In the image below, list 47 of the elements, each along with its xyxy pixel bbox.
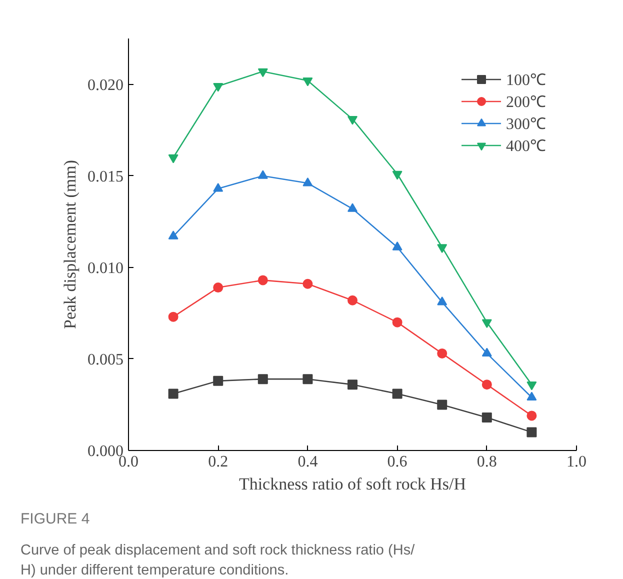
x-tick-label: 0.2	[208, 454, 228, 470]
caption: FIGURE 4	[20, 510, 90, 528]
y-tick-label: 0.020	[88, 76, 124, 94]
point	[482, 412, 492, 423]
y-axis-title: Peak displacement (mm)	[60, 160, 80, 329]
point	[437, 244, 448, 253]
point	[348, 295, 358, 306]
point	[258, 275, 268, 286]
point	[526, 427, 537, 438]
point	[526, 392, 537, 400]
text: Curve of peak displacement and soft rock thickness ratio (Hs/	[20, 542, 416, 558]
x-tick-label: 0.6	[387, 454, 408, 470]
point	[168, 312, 178, 322]
point	[482, 380, 492, 390]
text: H) under different temperature conditions.	[20, 562, 289, 578]
point	[526, 381, 537, 390]
point	[258, 68, 268, 78]
point	[168, 388, 178, 399]
point	[213, 376, 224, 386]
x-tick-label: 0.8	[476, 454, 497, 470]
y-tick-label: 0.005	[88, 351, 124, 368]
x-tick-label: 1.0	[566, 454, 586, 470]
point	[392, 170, 402, 180]
point	[392, 317, 402, 328]
point	[437, 400, 448, 410]
legend-label: 300℃	[506, 115, 546, 134]
point	[526, 410, 537, 421]
point	[482, 348, 492, 357]
point	[482, 319, 492, 328]
x-tick-label: 0.4	[298, 454, 318, 470]
point	[392, 388, 402, 399]
y-tick-label: 0.010	[88, 260, 124, 277]
legend-label: 200℃	[506, 93, 546, 112]
point	[437, 348, 448, 358]
y-tick-label: 0.015	[88, 168, 124, 186]
point	[213, 83, 224, 92]
legend-label: 400℃	[506, 137, 546, 156]
point	[213, 282, 224, 293]
point	[168, 154, 178, 164]
point	[348, 116, 358, 125]
point	[302, 78, 313, 86]
point	[302, 374, 313, 384]
point	[302, 278, 313, 289]
point	[258, 374, 268, 384]
x-axis-title: Thickness ratio of soft rock Hs/H	[238, 474, 466, 494]
legend-label: 100℃	[506, 71, 546, 90]
point	[348, 380, 358, 390]
